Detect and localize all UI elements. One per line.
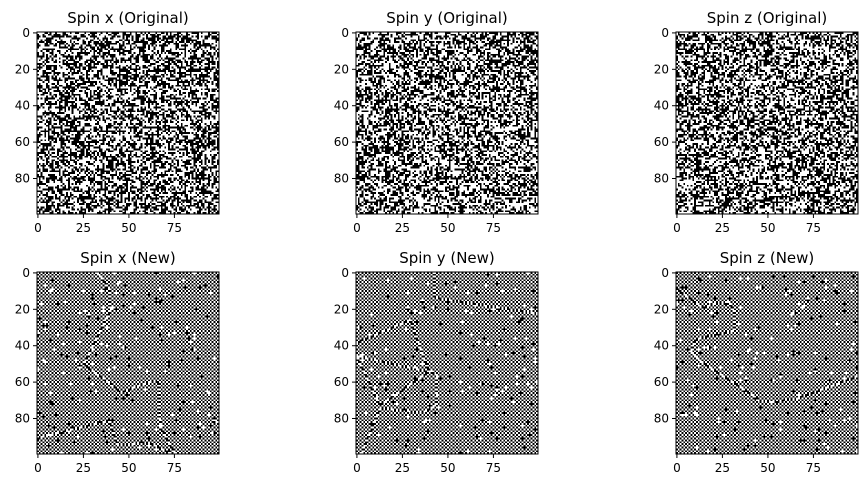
x-tick-label: 75: [167, 221, 182, 235]
y-tick-label: 0: [341, 266, 349, 280]
axes-frame: [36, 271, 220, 455]
subplot-title: Spin x (Original): [67, 9, 189, 27]
y-tick-label: 20: [334, 302, 349, 316]
y-tick-label: 40: [654, 99, 669, 113]
y-tick-label: 80: [654, 412, 669, 426]
y-tick-label: 80: [334, 172, 349, 186]
spin-heatmap: [676, 32, 858, 214]
x-tick-label: 0: [34, 461, 42, 475]
y-tick-label: 60: [15, 135, 30, 149]
subplot-6: Spin z (New) 0 25 50 75 0 20 40 60 80: [654, 249, 859, 475]
x-tick-label: 75: [486, 221, 501, 235]
subplot-1: Spin x (Original) 0 25 50 75 0 20 40 60 80: [15, 9, 220, 235]
y-tick-label: 0: [341, 26, 349, 40]
subplot-title: Spin z (New): [720, 249, 815, 267]
y-tick-label: 20: [334, 62, 349, 76]
spin-heatmap: [356, 32, 538, 214]
spin-heatmap: [676, 272, 858, 454]
y-tick-label: 60: [334, 375, 349, 389]
x-tick-label: 0: [34, 221, 42, 235]
y-tick-label: 40: [15, 339, 30, 353]
x-tick-label: 50: [760, 461, 775, 475]
x-tick-label: 25: [76, 221, 91, 235]
x-tick-label: 25: [715, 221, 730, 235]
y-tick-label: 40: [15, 99, 30, 113]
subplot-5: Spin y (New) 0 25 50 75 0 20 40 60 80: [334, 249, 539, 475]
x-tick-label: 50: [121, 461, 136, 475]
x-tick-label: 50: [440, 221, 455, 235]
x-tick-label: 75: [486, 461, 501, 475]
x-tick-label: 75: [806, 461, 821, 475]
x-tick-label: 0: [673, 461, 681, 475]
x-tick-label: 25: [395, 221, 410, 235]
subplot-title: Spin y (Original): [386, 9, 508, 27]
y-tick-label: 40: [334, 99, 349, 113]
axes-frame: [355, 31, 539, 215]
subplot-3: Spin z (Original) 0 25 50 75 0 20 40 60 80: [654, 9, 859, 235]
y-tick-label: 0: [22, 26, 30, 40]
x-tick-label: 25: [715, 461, 730, 475]
x-tick-label: 75: [806, 221, 821, 235]
x-tick-label: 75: [167, 461, 182, 475]
x-tick-label: 0: [353, 221, 361, 235]
x-tick-label: 50: [760, 221, 775, 235]
y-tick-label: 80: [334, 412, 349, 426]
x-tick-label: 50: [440, 461, 455, 475]
x-tick-label: 25: [395, 461, 410, 475]
y-tick-label: 60: [654, 135, 669, 149]
x-tick-label: 50: [121, 221, 136, 235]
y-tick-label: 20: [15, 62, 30, 76]
y-tick-label: 80: [654, 172, 669, 186]
spin-heatmap: [37, 272, 219, 454]
x-tick-label: 25: [76, 461, 91, 475]
axes-frame: [36, 31, 220, 215]
y-tick-label: 0: [661, 266, 669, 280]
y-tick-label: 60: [334, 135, 349, 149]
x-tick-label: 0: [673, 221, 681, 235]
subplot-title: Spin x (New): [80, 249, 176, 267]
axes-frame: [355, 271, 539, 455]
y-tick-label: 80: [15, 412, 30, 426]
y-tick-label: 20: [654, 302, 669, 316]
y-tick-label: 60: [654, 375, 669, 389]
spin-heatmap: [356, 272, 538, 454]
spin-heatmap: [37, 32, 219, 214]
y-tick-label: 60: [15, 375, 30, 389]
y-tick-label: 20: [15, 302, 30, 316]
axes-frame: [675, 31, 859, 215]
y-tick-label: 80: [15, 172, 30, 186]
subplot-2: Spin y (Original) 0 25 50 75 0 20 40 60 80: [334, 9, 539, 235]
y-tick-label: 40: [334, 339, 349, 353]
y-tick-label: 0: [661, 26, 669, 40]
y-tick-label: 20: [654, 62, 669, 76]
subplot-title: Spin y (New): [399, 249, 495, 267]
y-tick-label: 0: [22, 266, 30, 280]
y-tick-label: 40: [654, 339, 669, 353]
subplot-title: Spin z (Original): [707, 9, 828, 27]
x-tick-label: 0: [353, 461, 361, 475]
axes-frame: [675, 271, 859, 455]
subplot-4: Spin x (New) 0 25 50 75 0 20 40 60 80: [15, 249, 220, 475]
